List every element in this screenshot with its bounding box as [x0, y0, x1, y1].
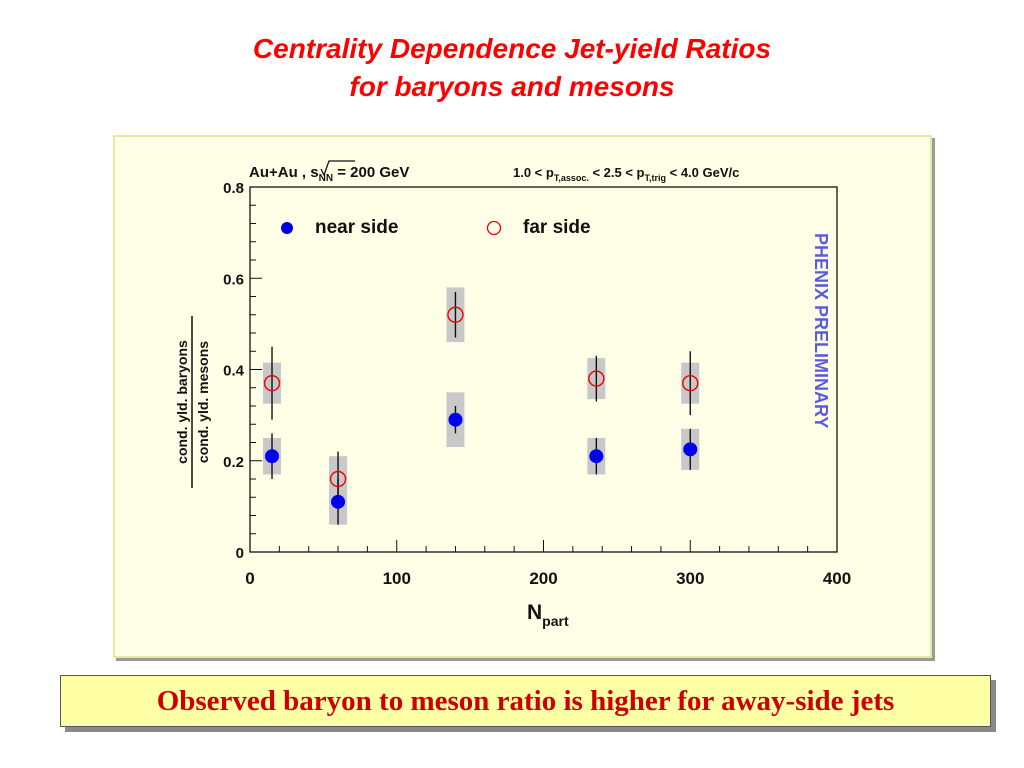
y-axis-label-numerator: cond. yld. baryons	[174, 340, 190, 464]
collision-energy-label: = 200 GeV	[333, 164, 409, 181]
scatter-plot: 0 0.2 0.4 0.6 0.8 0 100 200 300 400 Au+Au , sNN =…	[174, 160, 851, 629]
near-side-point	[448, 412, 463, 427]
pt-range-part-2: < 2.5 < p	[589, 165, 645, 180]
near-side-point	[265, 449, 280, 464]
x-tick-label: 300	[676, 569, 704, 588]
sqrt-s-subscript: NN	[319, 173, 333, 184]
near-side-point	[683, 442, 698, 457]
legend-near-side-label: near side	[315, 217, 398, 238]
far-side-point	[588, 370, 605, 387]
pt-assoc-subscript: T,assoc.	[554, 173, 589, 183]
pt-range-part-3: < 4.0 GeV/c	[666, 165, 739, 180]
slide-title-line-1: Centrality Dependence Jet-yield Ratios	[252, 33, 772, 64]
y-tick-label: 0.4	[223, 363, 245, 380]
far-side-point	[263, 374, 281, 392]
near-side-point	[331, 494, 346, 509]
sqrt-s-symbol: s	[310, 164, 318, 181]
x-tick-label: 100	[383, 569, 411, 588]
y-tick-label: 0.8	[223, 180, 244, 197]
phenix-preliminary-watermark: PHENIX PRELIMINARY	[811, 233, 831, 428]
sqrt-radical-sign	[320, 160, 355, 177]
x-tick-label: 200	[529, 569, 557, 588]
legend-near-side-marker	[281, 222, 293, 234]
y-tick-label: 0.2	[223, 454, 244, 471]
legend-far-side-label: far side	[523, 217, 591, 238]
slide-title-line-2: for baryons and mesons	[349, 71, 675, 102]
x-axis-label-main: N	[527, 601, 542, 624]
far-side-point	[329, 470, 347, 488]
slide-title: Centrality Dependence Jet-yield Ratios f…	[0, 30, 1024, 106]
far-side-point	[682, 374, 699, 392]
y-tick-label: 0.6	[223, 271, 244, 288]
caption-text: Observed baryon to meson ratio is higher…	[156, 684, 895, 717]
y-tick-label: 0	[236, 545, 244, 562]
collision-system-prefix: Au+Au ,	[249, 164, 310, 181]
caption-box: Observed baryon to meson ratio is higher…	[60, 675, 991, 727]
pt-trig-subscript: T,trig	[645, 173, 667, 183]
pt-range-part-1: 1.0 < p	[513, 165, 554, 180]
near-side-point	[589, 449, 604, 464]
y-axis-label-denominator: cond. yld. mesons	[195, 341, 211, 463]
collision-system-label: Au+Au , sNN = 200 GeV	[249, 164, 409, 184]
x-axis-label-subscript: part	[542, 613, 569, 629]
plot-frame: 0 0.2 0.4 0.6 0.8 0 100 200 300 400 Au+Au , sNN =…	[113, 135, 932, 658]
x-tick-label: 0	[245, 569, 254, 588]
x-tick-label: 400	[823, 569, 851, 588]
far-side-point	[447, 306, 464, 323]
legend-far-side-marker	[486, 220, 502, 236]
pt-range-label: 1.0 < pT,assoc. < 2.5 < pT,trig < 4.0 Ge…	[513, 165, 739, 183]
y-axis-label: cond. yld. baryons cond. yld. mesons	[174, 316, 211, 488]
x-axis-label: Npart	[527, 601, 569, 629]
